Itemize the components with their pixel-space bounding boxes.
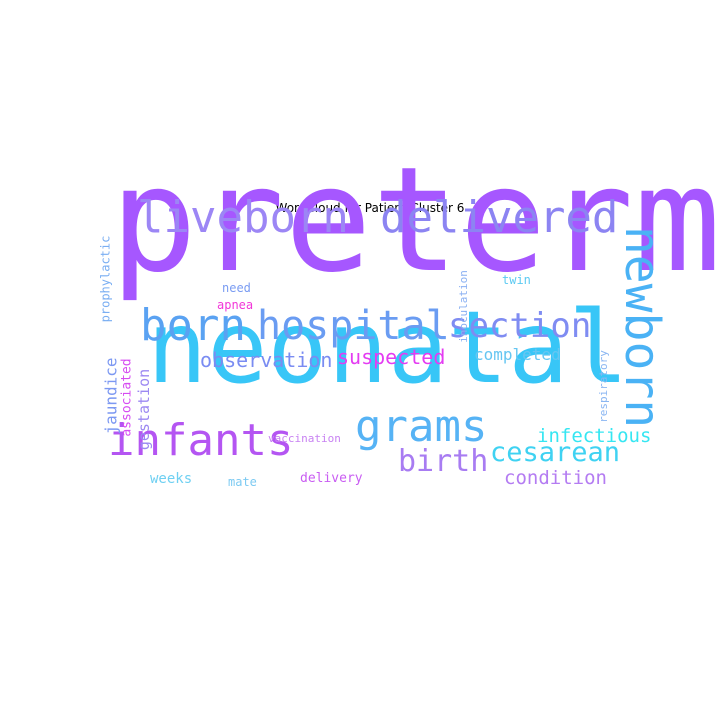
word-apnea: apnea (217, 298, 254, 312)
word-gestation: gestation (135, 368, 154, 450)
word-cesarean: cesarean (490, 436, 621, 468)
word-infants: infants (108, 415, 294, 466)
word-preterm: preterm (110, 135, 720, 305)
word-birth: birth (398, 444, 489, 479)
word-prophylactic: prophylactic (97, 235, 112, 323)
word-respiratory: respiratory (596, 349, 610, 423)
word-weeks: weeks (150, 471, 193, 487)
word-vaccination: vaccination (268, 431, 341, 445)
word-delivery: delivery (300, 470, 363, 486)
word-suspected: suspected (337, 345, 446, 369)
word-delivered: delivered (380, 192, 619, 243)
word-liveborn: liveborn (137, 192, 349, 243)
word-completed: completed (474, 345, 561, 364)
word-jaundice: jaundice (101, 357, 121, 435)
word-need: need (222, 281, 251, 295)
word-associated: associated (119, 357, 135, 437)
word-infectious: infectious (537, 424, 652, 447)
word-born: born (140, 300, 246, 351)
word-grams: grams (355, 401, 488, 452)
word-hospital: hospital (257, 303, 450, 349)
word-condition: condition (504, 466, 607, 489)
chart-title: WordCloud for Patient Cluster 6 (275, 201, 465, 215)
word-neonatal: neonatal (147, 289, 629, 406)
word-section: section (448, 306, 592, 346)
word-newborn: newborn (614, 225, 671, 429)
word-mate: mate (228, 475, 257, 489)
word-twin: twin (502, 273, 531, 287)
word-cloud: preterm neonatal liveborn delivered newb… (92, 148, 720, 502)
word-observation: observation (200, 348, 333, 372)
word-inoculation: inoculation (456, 269, 470, 343)
